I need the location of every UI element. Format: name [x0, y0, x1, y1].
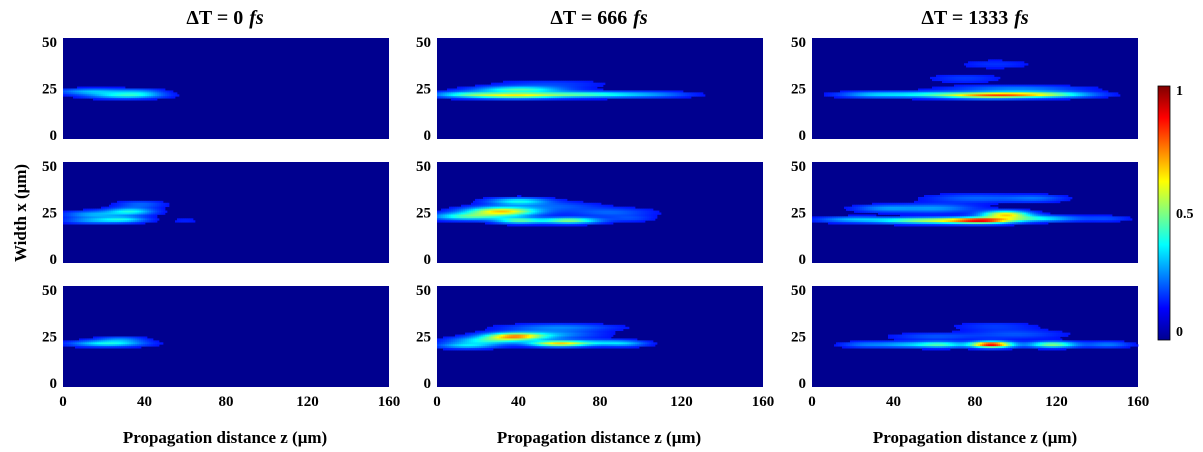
x-tick-label: 120: [296, 394, 319, 410]
y-tick-label: 25: [416, 330, 431, 346]
y-tick-label: 25: [791, 330, 806, 346]
intensity-field: [824, 59, 1121, 101]
y-tick-label: 0: [424, 128, 432, 144]
y-tick-label: 25: [42, 330, 57, 346]
column-title-2: ΔT = 1333 fs: [921, 7, 1029, 29]
column-title-1: ΔT = 666 fs: [550, 7, 648, 29]
heatmap-panel-r0-c2: 0 25 50: [791, 35, 1138, 144]
y-tick-label: 50: [791, 159, 806, 175]
colorbar-tick-mid: 0.5: [1176, 207, 1194, 222]
x-tick-label: 160: [752, 394, 775, 410]
intensity-field: [437, 322, 658, 351]
x-tick-label: 160: [1127, 394, 1150, 410]
x-tick-label: 80: [593, 394, 608, 410]
x-tick-label: 40: [511, 394, 526, 410]
heatmap-panel-r0-c0: 0 25 50: [42, 35, 389, 144]
heatmap-panels: 0 25 50 0 25 50 0 25 50 0 25 50 0 25 50 0 25 50 0 25 50 0 40 80…: [42, 35, 1149, 410]
x-tick-label: 40: [886, 394, 901, 410]
colorbar-tick-min: 0: [1176, 325, 1183, 340]
heatmap-panel-r1-c1: 0 25 50: [416, 159, 763, 268]
y-tick-label: 0: [799, 376, 807, 392]
x-axis-label-2: Propagation distance z (μm): [873, 428, 1077, 447]
y-tick-label: 0: [799, 252, 807, 268]
y-tick-label: 0: [50, 252, 58, 268]
intensity-field: [437, 80, 706, 101]
x-tick-label: 120: [1045, 394, 1068, 410]
y-tick-label: 50: [416, 35, 431, 51]
y-tick-label: 50: [42, 159, 57, 175]
x-tick-label: 120: [670, 394, 693, 410]
column-title-0: ΔT = 0 fs: [186, 7, 264, 29]
y-tick-label: 0: [799, 128, 807, 144]
x-tick-label: 160: [378, 394, 401, 410]
y-tick-label: 0: [50, 376, 58, 392]
x-tick-label: 80: [968, 394, 983, 410]
y-tick-label: 50: [791, 283, 806, 299]
intensity-field: [63, 336, 164, 349]
y-tick-label: 25: [42, 82, 57, 98]
x-tick-label: 0: [808, 394, 816, 410]
x-tick-label: 80: [219, 394, 234, 410]
y-tick-label: 50: [42, 283, 57, 299]
y-tick-label: 25: [416, 82, 431, 98]
y-tick-label: 25: [416, 206, 431, 222]
y-tick-label: 50: [416, 283, 431, 299]
heatmap-panel-r1-c0: 0 25 50: [42, 159, 389, 268]
intensity-field: [63, 86, 180, 101]
x-axis-label-1: Propagation distance z (μm): [497, 428, 701, 447]
heatmap-panel-r2-c0: 0 25 50 0 40 80 120 160: [42, 283, 400, 410]
heatmap-panel-r0-c1: 0 25 50: [416, 35, 763, 144]
y-tick-label: 0: [50, 128, 58, 144]
y-tick-label: 25: [42, 206, 57, 222]
x-tick-label: 0: [59, 394, 67, 410]
x-axis-label-0: Propagation distance z (μm): [123, 428, 327, 447]
intensity-field: [63, 200, 196, 225]
y-axis-label: Width x (μm): [11, 164, 30, 262]
intensity-field: [834, 322, 1139, 351]
colorbar-tick-max: 1: [1176, 84, 1183, 99]
x-tick-label: 0: [433, 394, 441, 410]
heatmap-panel-r1-c2: 0 25 50: [791, 159, 1138, 268]
y-tick-label: 50: [42, 35, 57, 51]
heatmap-panel-r2-c2: 0 25 50 0 40 80 120 160: [791, 283, 1149, 410]
y-tick-label: 0: [424, 252, 432, 268]
colorbar: 1 0.5 0: [1157, 84, 1194, 341]
y-tick-label: 50: [791, 35, 806, 51]
y-tick-label: 50: [416, 159, 431, 175]
intensity-field: [437, 195, 662, 227]
y-tick-label: 25: [791, 206, 806, 222]
heatmap-panel-r2-c1: 0 25 50 0 40 80 120 160: [416, 283, 774, 410]
y-tick-label: 0: [424, 376, 432, 392]
colorbar-gradient: [1157, 85, 1171, 341]
x-tick-label: 40: [137, 394, 152, 410]
y-tick-label: 25: [791, 82, 806, 98]
intensity-field: [812, 193, 1133, 227]
